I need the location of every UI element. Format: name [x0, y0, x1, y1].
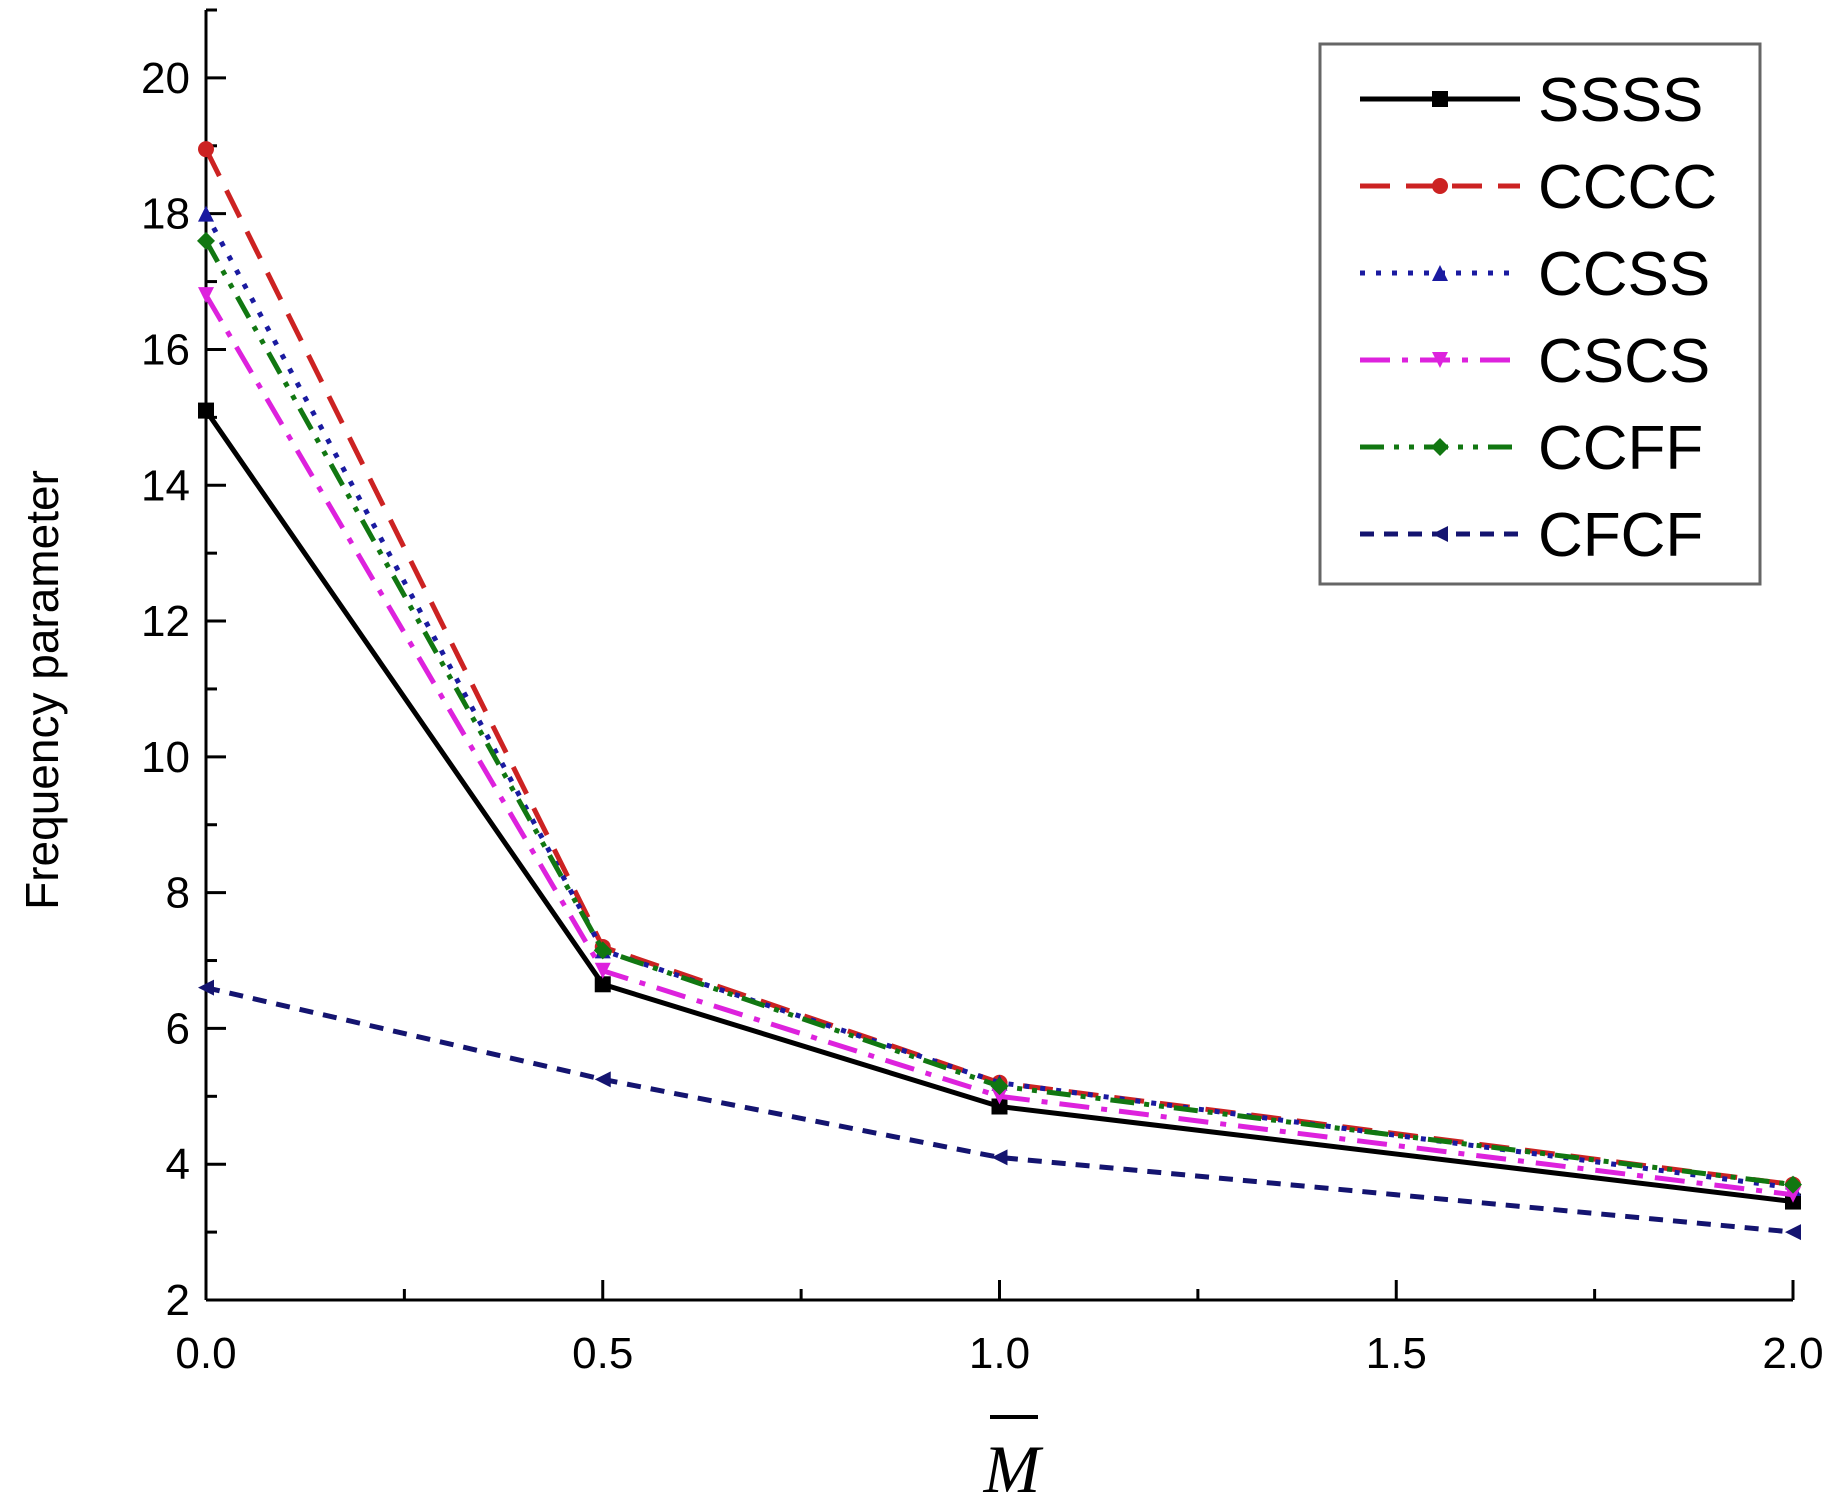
legend-box [1318, 42, 1762, 586]
y-tick-label-6: 6 [166, 1004, 190, 1053]
series-line-ccss [203, 212, 1794, 1191]
y-tick-label-12: 12 [141, 597, 190, 646]
data-point-ccff-1 [593, 941, 612, 960]
legend-label-ssss: SSSS [1538, 66, 1703, 135]
series-layer [197, 141, 1802, 1241]
legend-label-ccff: CCFF [1538, 414, 1703, 483]
x-axis-label-text: M [983, 1431, 1044, 1507]
y-tick-label-20: 20 [141, 54, 190, 103]
y-tick-label-8: 8 [166, 869, 190, 918]
x-tick-label-0.5: 0.5 [572, 1329, 633, 1378]
data-point-ccff-3 [1784, 1175, 1802, 1194]
legend-marker-ssss [1432, 91, 1448, 107]
y-tick-label-4: 4 [166, 1140, 190, 1189]
data-point-cfcf-0 [198, 979, 214, 996]
data-point-cscs-1 [594, 962, 611, 979]
series-line-ssss [203, 409, 1794, 1205]
data-point-ssss-0 [198, 402, 214, 419]
series-ccff [197, 231, 1802, 1194]
legend-item-ccff: CCFF [1360, 414, 1703, 483]
series-cfcf [198, 979, 1801, 1241]
legend-label-ccss: CCSS [1538, 240, 1710, 309]
x-tick-label-2.0: 2.0 [1762, 1329, 1823, 1378]
x-tick-label-0.0: 0.0 [175, 1329, 236, 1378]
data-point-cscs-3 [1785, 1186, 1801, 1203]
y-tick-label-14: 14 [141, 461, 190, 510]
series-line-cccc [203, 148, 1794, 1188]
legend: SSSS CCCC CCSS CSCS CCFF CFCF [1318, 42, 1762, 586]
data-point-cscs-0 [198, 287, 214, 304]
y-tick-label-10: 10 [141, 733, 190, 782]
legend-item-ssss: SSSS [1360, 66, 1703, 135]
x-tick-label-1.5: 1.5 [1366, 1329, 1427, 1378]
data-point-cscs-2 [991, 1088, 1008, 1105]
y-axis-label: Frequency parameter [16, 470, 68, 910]
series-cscs [198, 287, 1801, 1203]
x-tick-label-1.0: 1.0 [969, 1329, 1030, 1378]
legend-item-ccss: CCSS [1360, 240, 1710, 309]
legend-marker-ccff [1431, 438, 1449, 456]
data-point-ccss-0 [198, 205, 214, 222]
series-line-ccff [203, 239, 1794, 1188]
y-tick-label-2: 2 [166, 1276, 190, 1325]
x-axis-label: M [983, 1415, 1044, 1507]
legend-marker-ccss [1432, 265, 1448, 281]
legend-label-cccc: CCCC [1538, 153, 1717, 222]
legend-label-cscs: CSCS [1538, 327, 1710, 396]
data-point-cfcf-1 [594, 1071, 611, 1088]
data-point-ccff-2 [990, 1077, 1009, 1096]
data-point-ccff-0 [197, 231, 215, 250]
legend-marker-cccc [1432, 178, 1448, 194]
data-point-cfcf-3 [1785, 1224, 1801, 1241]
legend-item-cfcf: CFCF [1360, 501, 1703, 570]
legend-marker-cfcf [1432, 526, 1448, 542]
data-point-ssss-1 [594, 976, 611, 993]
y-tick-label-18: 18 [141, 190, 190, 239]
data-point-cccc-0 [198, 141, 214, 158]
data-point-ssss-2 [991, 1098, 1008, 1115]
legend-item-cscs: CSCS [1360, 327, 1710, 396]
series-ssss [198, 402, 1801, 1210]
axes: 0.0 0.5 1.0 1.5 2.0 2 4 6 8 10 12 14 16 18 20 [141, 8, 1824, 1378]
y-tick-label-16: 16 [141, 325, 190, 374]
legend-label-cfcf: CFCF [1538, 501, 1703, 570]
legend-marker-cscs [1432, 352, 1448, 368]
legend-item-cccc: CCCC [1360, 153, 1717, 222]
series-line-cfcf [205, 985, 1794, 1235]
data-point-cfcf-2 [991, 1149, 1008, 1166]
